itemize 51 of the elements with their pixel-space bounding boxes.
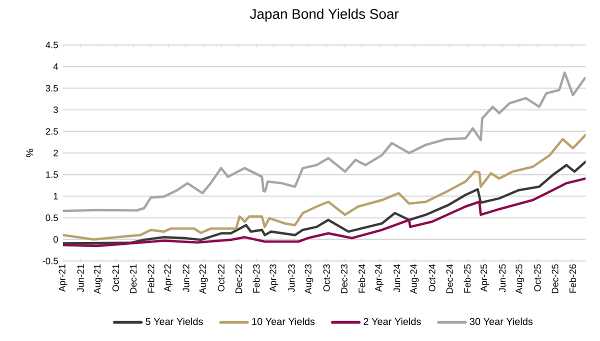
y-tick-label: 1.5 <box>46 171 58 178</box>
x-tick-label: Dec-23 <box>340 264 348 294</box>
x-tick-label: Aug-23 <box>304 264 314 294</box>
legend-label: 10 Year Yields <box>252 318 315 326</box>
x-tick-label: Dec-21 <box>130 264 137 294</box>
y-tick-label: -0.5 <box>42 258 58 264</box>
y-tick-label: 3 <box>53 106 58 114</box>
x-tick-label: Feb-23 <box>252 264 260 293</box>
x-tick-label: Aug-21 <box>94 264 102 294</box>
x-tick-label: Aug-22 <box>199 264 208 294</box>
line-series <box>63 134 586 241</box>
x-tick-label: Jun-22 <box>182 264 190 292</box>
y-tick-label: 1 <box>54 193 58 200</box>
y-tick-label: 0.5 <box>46 214 58 222</box>
y-tick-label: 4.5 <box>46 42 58 48</box>
x-tick-label: Aug-24 <box>410 264 419 294</box>
legend-label: 30 Year Yields <box>470 318 533 326</box>
legend-label: 2 Year Yields <box>364 318 421 326</box>
x-tick-label: Feb-26 <box>569 264 576 293</box>
x-tick-label: Jun-23 <box>288 264 295 292</box>
x-tick-label: Feb-24 <box>358 264 366 293</box>
x-tick-label: Apr-23 <box>270 264 278 292</box>
line-series <box>63 177 586 248</box>
y-tick-label: 2 <box>54 150 58 156</box>
chart-title: Japan Bond Yields Soar <box>250 8 399 22</box>
x-tick-label: Oct-24 <box>428 264 436 292</box>
x-tick-label: Feb-22 <box>147 264 154 293</box>
y-tick-label: 2.5 <box>46 128 58 135</box>
x-tick-label: Oct-25 <box>534 264 541 292</box>
x-tick-label: Jun-24 <box>394 264 400 292</box>
y-tick-label: 4 <box>53 63 58 70</box>
x-tick-label: Jun-21 <box>77 264 84 292</box>
x-tick-label: Aug-25 <box>516 264 524 294</box>
x-tick-label: Feb-25 <box>464 264 471 293</box>
x-tick-label: Dec-25 <box>552 264 558 294</box>
line-series <box>63 160 586 244</box>
y-axis-title: % <box>26 148 34 158</box>
y-tick-label: 0 <box>53 236 58 243</box>
y-tick-label: 3.5 <box>46 84 58 92</box>
x-tick-label: Dec-22 <box>235 264 242 294</box>
x-tick-label: Apr-24 <box>375 264 384 292</box>
x-tick-label: Apr-21 <box>58 264 68 292</box>
x-tick-label: Apr-22 <box>164 264 173 292</box>
x-tick-label: Oct-22 <box>218 264 224 292</box>
legend-label: 5 Year Yields <box>146 318 203 326</box>
x-tick-label: Jun-25 <box>499 264 506 292</box>
x-tick-label: Dec-24 <box>446 264 453 294</box>
x-tick-label: Apr-25 <box>480 264 489 292</box>
x-tick-label: Oct-21 <box>112 264 120 292</box>
x-tick-label: Oct-23 <box>323 264 330 292</box>
line-series <box>63 71 586 212</box>
